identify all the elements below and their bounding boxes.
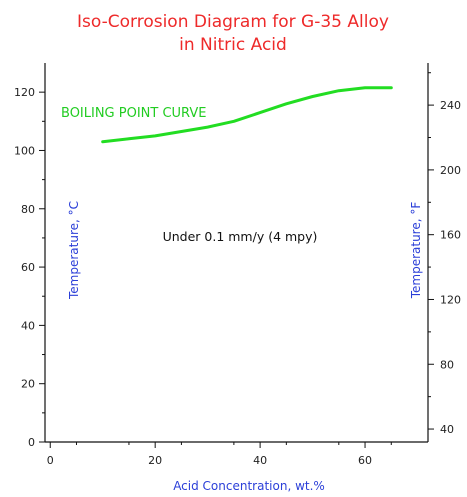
y2-tick-label: 40: [440, 423, 454, 436]
y2-tick-label: 240: [440, 99, 461, 112]
chart-subtitle: in Nitric Acid: [179, 35, 287, 55]
x-tick-label: 40: [253, 454, 267, 467]
series-label-boiling-point: BOILING POINT CURVE: [61, 106, 207, 121]
axes: [44, 63, 429, 443]
y-axis-title-celsius: Temperature, °C: [67, 201, 81, 300]
y-tick-label: 40: [21, 319, 35, 332]
y-tick-label: 80: [21, 203, 35, 216]
y-axis-title-fahrenheit: Temperature, °F: [409, 202, 423, 300]
x-tick-label: 0: [47, 454, 54, 467]
y-tick-label: 60: [21, 261, 35, 274]
x-tick-label: 20: [148, 454, 162, 467]
y2-tick-label: 120: [440, 293, 461, 306]
ticks: 0 20 40 60 80 100 120 0 20 40 60 40 80 120 160 200 240: [14, 72, 461, 467]
y-tick-label: 100: [14, 144, 35, 157]
x-tick-label: 60: [358, 454, 372, 467]
y-tick-label: 120: [14, 86, 35, 99]
y2-tick-label: 200: [440, 164, 461, 177]
annotation-corrosion-rate: Under 0.1 mm/y (4 mpy): [163, 229, 318, 244]
y2-tick-label: 80: [440, 358, 454, 371]
chart-title: Iso-Corrosion Diagram for G-35 Alloy: [77, 12, 389, 32]
boiling-point-curve-line: [101, 86, 393, 144]
y-tick-label: 20: [21, 378, 35, 391]
y2-tick-label: 160: [440, 229, 461, 242]
x-axis-title: Acid Concentration, wt.%: [173, 479, 325, 493]
y-tick-label: 0: [28, 436, 35, 449]
